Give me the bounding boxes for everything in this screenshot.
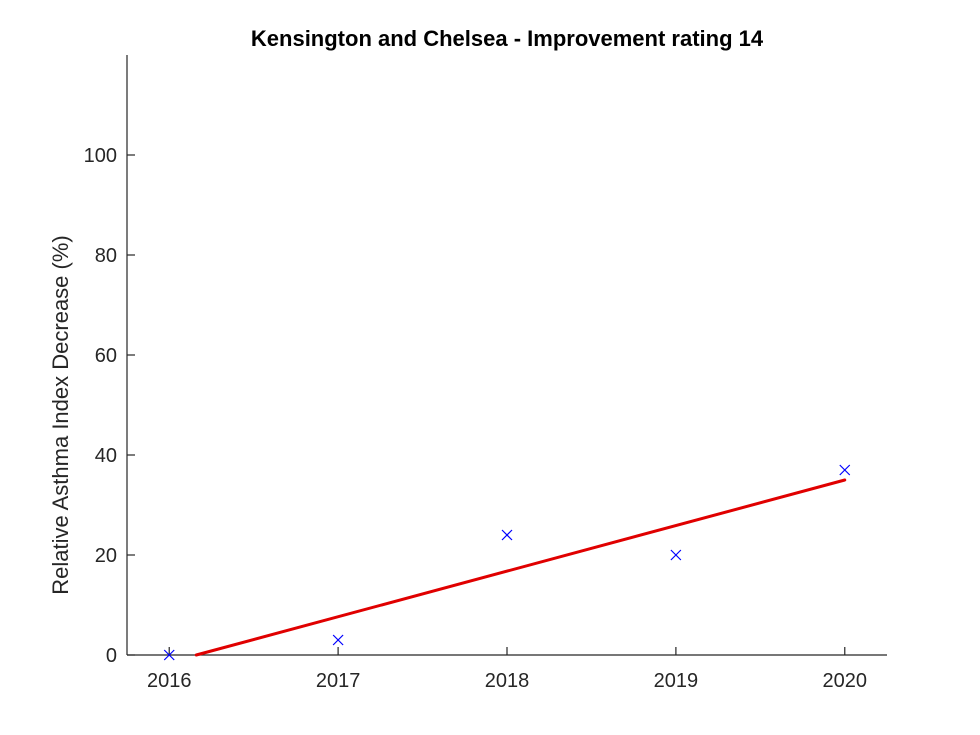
data-point-marker [332, 634, 344, 646]
axes [126, 55, 887, 656]
data-points [163, 464, 851, 661]
trend-line [194, 478, 847, 657]
data-point-marker [670, 549, 682, 561]
x-tick-label: 2016 [147, 670, 192, 692]
y-tick-label: 40 [95, 445, 117, 467]
trend-line-group [194, 478, 847, 657]
y-tick-label: 100 [84, 145, 117, 167]
data-point-marker [501, 529, 513, 541]
y-tick-label: 80 [95, 245, 117, 267]
x-ticks: 2016 2017 2018 2019 2020 [147, 647, 867, 692]
x-tick-label: 2020 [823, 670, 868, 692]
y-tick-label: 0 [106, 645, 117, 667]
chart-title: Kensington and Chelsea - Improvement rat… [251, 26, 764, 51]
x-tick-label: 2018 [485, 670, 530, 692]
data-point-marker [839, 464, 851, 476]
y-tick-label: 20 [95, 545, 117, 567]
x-tick-label: 2019 [654, 670, 699, 692]
y-ticks: 0 20 40 60 80 100 [84, 145, 135, 667]
y-tick-label: 60 [95, 345, 117, 367]
x-tick-label: 2017 [316, 670, 361, 692]
y-axis-label: Relative Asthma Index Decrease (%) [48, 235, 73, 595]
data-point-marker [163, 649, 175, 661]
